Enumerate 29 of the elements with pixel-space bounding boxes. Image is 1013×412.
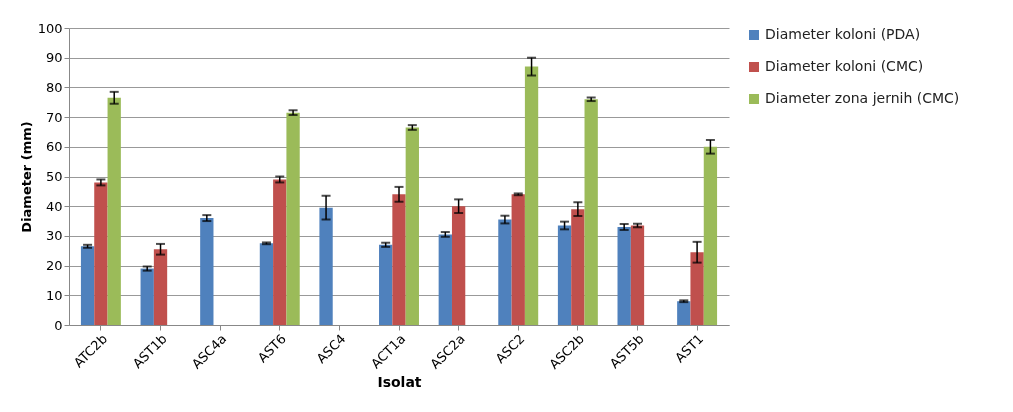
legend-label: Diameter koloni (PDA): [765, 26, 921, 42]
y-tick-label: 10: [45, 287, 63, 303]
y-tick-label: 0: [54, 317, 63, 333]
bar: [153, 249, 168, 325]
bar: [571, 209, 585, 325]
legend-label: Diameter koloni (CMC): [765, 58, 924, 74]
y-tick-label: 60: [45, 139, 63, 155]
y-tick-label: 80: [45, 79, 63, 95]
y-tick-label: 90: [45, 50, 63, 66]
y-tick-label: 100: [37, 20, 63, 36]
x-axis-title: Isolat: [377, 373, 422, 390]
bar: [80, 246, 95, 325]
bar: [392, 194, 406, 325]
y-axis-title: Diameter (mm): [18, 121, 34, 233]
y-tick-label: 30: [45, 228, 63, 244]
legend-label: Diameter zona jernih (CMC): [765, 90, 960, 106]
bar: [451, 206, 466, 325]
y-tick-label: 50: [45, 169, 63, 184]
y-tick-label: 40: [45, 198, 63, 214]
bar: [107, 97, 121, 325]
y-tick-label: 70: [45, 109, 63, 125]
bar: [319, 207, 333, 325]
bar: [511, 194, 525, 325]
bar: [524, 66, 539, 325]
bar: [690, 252, 704, 325]
bar: [703, 146, 718, 325]
bar: [259, 243, 274, 325]
y-tick-label: 20: [45, 258, 63, 274]
bar: [677, 301, 691, 325]
